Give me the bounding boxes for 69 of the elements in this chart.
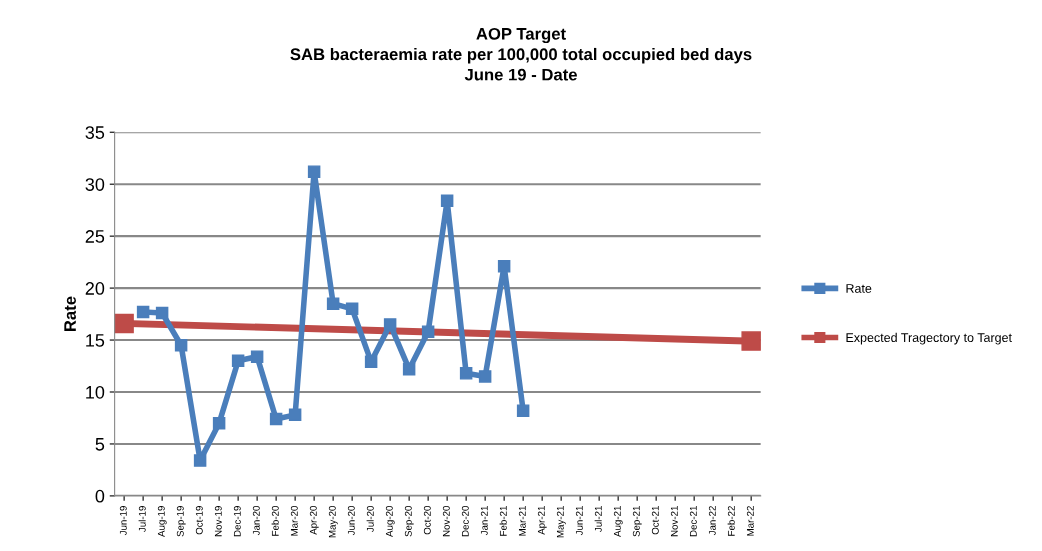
y-tick-label: 35	[85, 126, 105, 139]
x-tick-label: Sep-21	[632, 506, 642, 537]
point	[383, 318, 397, 331]
x-tick-label: Dec-20	[461, 506, 469, 537]
x-tick-label: Oct-21	[651, 506, 659, 535]
point	[516, 404, 530, 417]
x-tick-label: Jan-21	[480, 506, 488, 536]
x-tick-label: Nov-21	[670, 506, 678, 537]
point	[364, 355, 378, 369]
point	[440, 194, 454, 208]
x-tick-label: Aug-21	[613, 506, 623, 537]
x-tick-label: Jul-19	[138, 506, 146, 532]
y-tick-label: 0	[95, 489, 105, 503]
x-tick-label: Jun-19	[119, 506, 127, 536]
x-tick-label: May-20	[328, 506, 338, 538]
x-tick-label: Apr-21	[537, 506, 547, 535]
y-tick-label: 15	[86, 334, 105, 347]
legend-label: Expected Tragectory to Target	[846, 332, 1012, 345]
x-tick-label: Mar-21	[518, 506, 526, 536]
x-tick-label: Feb-20	[271, 506, 279, 536]
y-tick-label: 5	[95, 438, 105, 451]
x-tick-label: Oct-20	[423, 506, 431, 535]
x-tick-label: Nov-20	[442, 506, 450, 537]
x-tick-label: Jan-22	[708, 506, 716, 536]
x-tick-label: Jun-20	[347, 506, 355, 536]
x-tick-label: Dec-21	[689, 506, 697, 537]
point	[250, 350, 264, 363]
x-tick-label: Mar-20	[290, 506, 298, 536]
point	[231, 354, 245, 368]
x-tick-label: May-21	[556, 506, 566, 538]
point	[741, 331, 761, 351]
point	[114, 313, 134, 334]
point	[288, 408, 302, 422]
x-tick-label: Jul-20	[366, 506, 374, 532]
x-tick-label: Jul-21	[594, 506, 602, 532]
point	[212, 416, 226, 430]
point	[307, 165, 321, 178]
x-tick-label: Feb-21	[499, 506, 507, 536]
legend-label: Rate	[846, 284, 872, 293]
point	[193, 454, 207, 467]
x-tick-label: Feb-22	[727, 506, 735, 536]
point	[269, 412, 283, 426]
point	[155, 306, 169, 320]
point	[421, 325, 435, 338]
chart-title: AOP Target SAB bacteraemia rate per 100,000 total occupied bed days June 19 - Date	[290, 27, 752, 81]
x-tick-label: Oct-19	[195, 506, 203, 535]
x-tick-label: Sep-20	[404, 506, 414, 537]
x-tick-label: Mar-22	[746, 506, 754, 536]
x-tick-label: Apr-20	[309, 506, 319, 535]
point	[136, 305, 150, 319]
x-tick-label: Jun-21	[575, 506, 583, 536]
x-tick-label: Sep-19	[176, 506, 186, 537]
point	[497, 260, 511, 273]
point	[174, 338, 188, 352]
y-tick-label: 10	[86, 385, 105, 399]
y-axis-title: Rate	[64, 296, 76, 332]
point	[478, 370, 492, 383]
point	[402, 362, 416, 376]
x-tick-label: Dec-19	[233, 506, 241, 537]
point	[345, 302, 359, 316]
x-tick-label: Nov-19	[214, 506, 222, 537]
point	[326, 297, 340, 310]
x-tick-label: Aug-19	[157, 506, 167, 537]
x-tick-label: Jan-20	[252, 506, 260, 536]
x-tick-label: Aug-20	[385, 506, 395, 537]
point	[459, 367, 473, 380]
y-tick-label: 30	[85, 178, 105, 191]
y-tick-label: 25	[85, 230, 105, 243]
y-tick-label: 20	[85, 282, 105, 295]
